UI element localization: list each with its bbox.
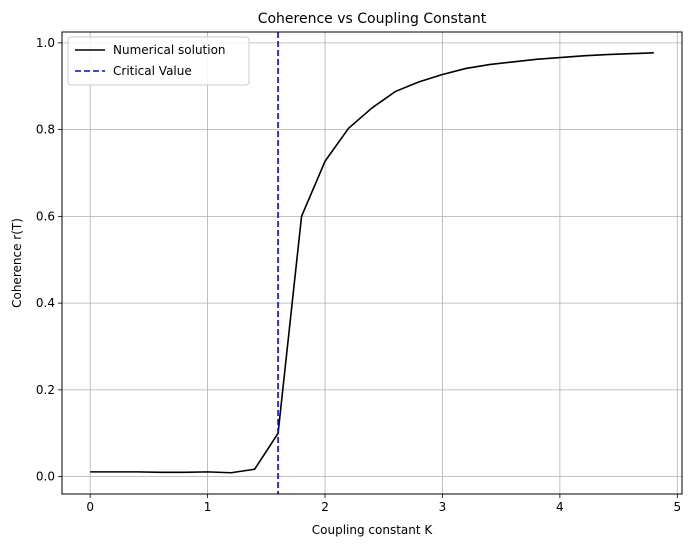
x-tick-label: 1: [204, 500, 212, 514]
y-tick-label: 0.2: [36, 383, 55, 397]
y-tick-label: 0.0: [36, 470, 55, 484]
x-tick-label: 4: [556, 500, 564, 514]
x-tick-label: 5: [673, 500, 681, 514]
legend: Numerical solution Critical Value: [67, 36, 250, 86]
x-tick-label: 3: [439, 500, 447, 514]
plot-area: [90, 32, 654, 494]
legend-label-numerical-solution: Numerical solution: [113, 43, 226, 57]
y-tick-label: 0.6: [36, 209, 55, 223]
axis-ticks: 0 1 2 3 4 5 0.0 0.2 0.4 0.6 0.8 1.0: [36, 36, 681, 514]
chart-title: Coherence vs Coupling Constant: [258, 11, 487, 27]
y-tick-label: 1.0: [36, 36, 55, 50]
plot-frame: [61, 31, 683, 495]
x-axis-label: Coupling constant K: [312, 523, 434, 537]
legend-label-critical-value: Critical Value: [113, 64, 192, 78]
grid: [62, 32, 682, 494]
y-axis-label: Coherence r(T): [10, 218, 24, 308]
x-tick-label: 0: [86, 500, 94, 514]
x-tick-label: 2: [321, 500, 329, 514]
y-tick-label: 0.8: [36, 123, 55, 137]
legend-box: [67, 36, 250, 86]
numerical-solution-line: [90, 52, 654, 474]
y-tick-label: 0.4: [36, 296, 55, 310]
